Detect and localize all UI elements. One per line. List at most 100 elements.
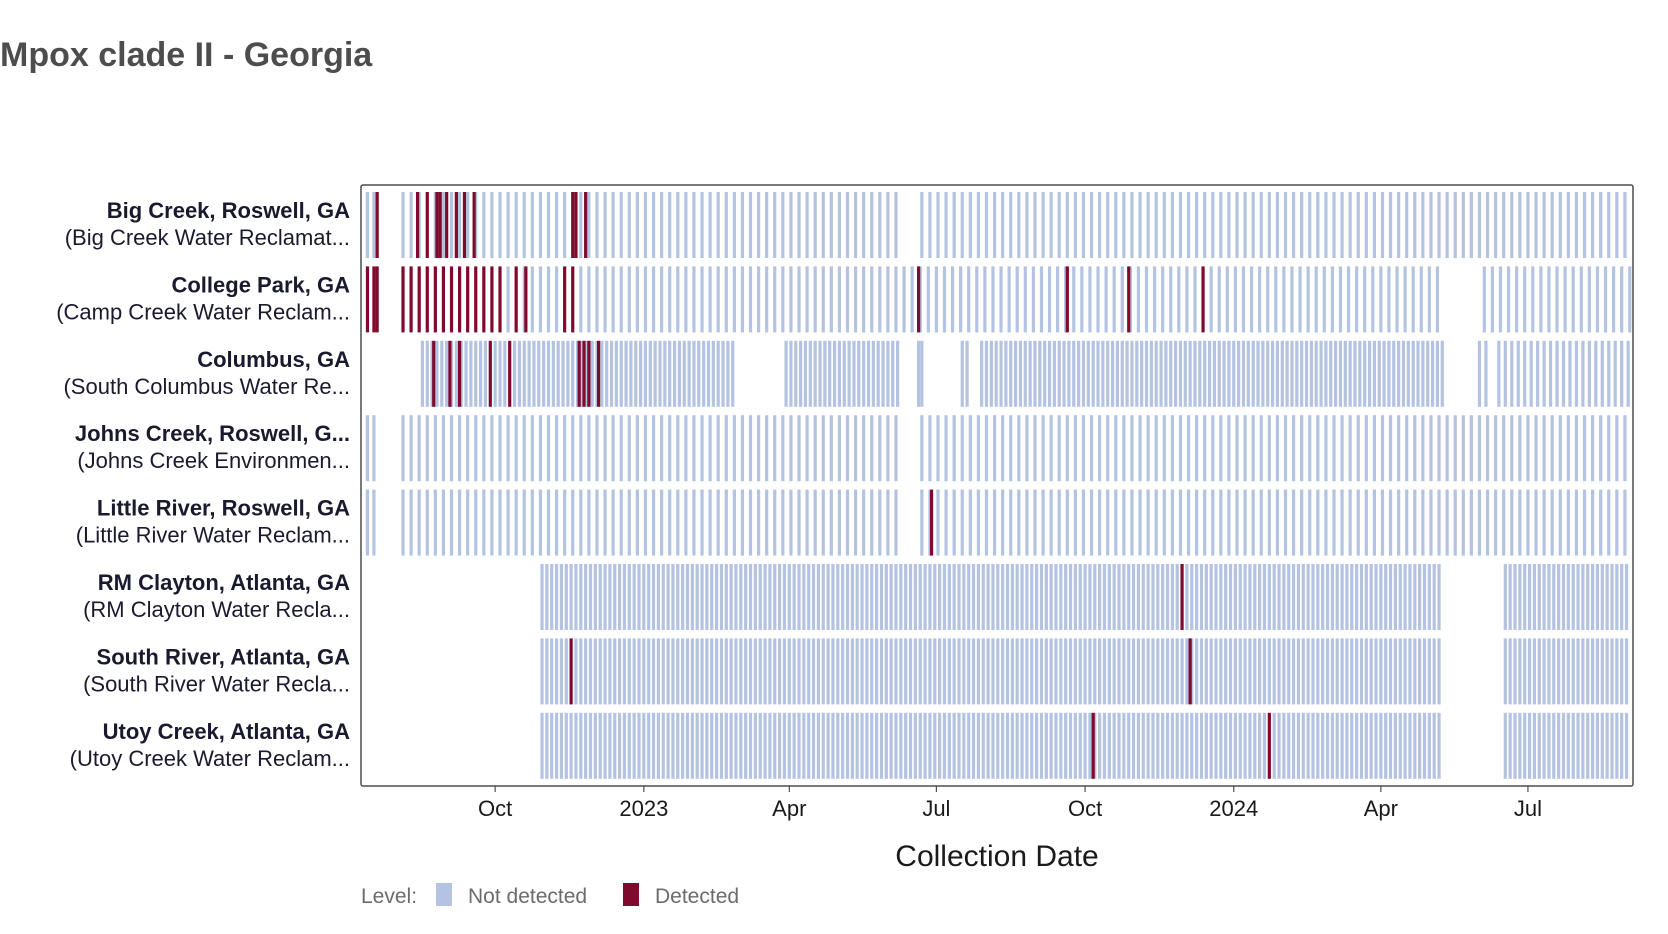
- not-detected-mark: [1258, 564, 1262, 630]
- not-detected-mark: [1510, 192, 1514, 258]
- not-detected-mark: [433, 489, 437, 556]
- not-detected-mark: [1422, 712, 1427, 779]
- not-detected-mark: [1600, 712, 1604, 779]
- not-detected-mark: [1009, 192, 1013, 258]
- not-detected-mark: [1287, 638, 1291, 705]
- not-detected-mark: [1089, 489, 1094, 556]
- not-detected-mark: [1241, 266, 1246, 333]
- not-detected-mark: [1044, 712, 1048, 779]
- not-detected-mark: [1397, 489, 1401, 556]
- not-detected-mark: [651, 266, 656, 333]
- not-detected-mark: [910, 266, 914, 333]
- not-detected-mark: [808, 340, 812, 407]
- not-detected-mark: [1219, 564, 1223, 630]
- not-detected-mark: [643, 192, 648, 258]
- x-tick-label: Apr: [772, 796, 806, 821]
- not-detected-mark: [1527, 712, 1532, 779]
- not-detected-mark: [1628, 266, 1632, 333]
- not-detected-mark: [1248, 712, 1252, 779]
- not-detected-mark: [1384, 564, 1388, 630]
- not-detected-mark: [611, 415, 615, 482]
- not-detected-mark: [1112, 266, 1116, 333]
- not-detected-mark: [1138, 415, 1142, 482]
- not-detected-mark: [805, 266, 809, 333]
- not-detected-mark: [1195, 564, 1199, 630]
- not-detected-mark: [564, 638, 568, 705]
- not-detected-mark: [1359, 564, 1364, 630]
- not-detected-mark: [933, 638, 937, 705]
- not-detected-mark: [1093, 564, 1097, 630]
- not-detected-mark: [1340, 638, 1344, 705]
- not-detected-mark: [627, 415, 631, 482]
- not-detected-mark: [1607, 340, 1611, 407]
- not-detected-mark: [984, 489, 989, 556]
- not-detected-mark: [1437, 712, 1441, 779]
- not-detected-mark: [632, 564, 636, 630]
- not-detected-mark: [789, 489, 793, 556]
- not-detected-mark: [1298, 266, 1302, 333]
- not-detected-mark: [1287, 712, 1291, 779]
- not-detected-mark: [1081, 489, 1086, 556]
- not-detected-mark: [938, 712, 942, 779]
- not-detected-mark: [765, 489, 769, 556]
- site-name-label: Big Creek, Roswell, GA: [107, 198, 350, 223]
- not-detected-mark: [1369, 638, 1373, 705]
- not-detected-mark: [677, 340, 681, 407]
- not-detected-mark: [550, 712, 554, 779]
- not-detected-mark: [923, 712, 927, 779]
- not-detected-mark: [1238, 638, 1242, 705]
- not-detected-mark: [1214, 564, 1218, 630]
- not-detected-mark: [878, 266, 882, 333]
- detected-mark: [490, 266, 494, 333]
- not-detected-mark: [710, 638, 714, 705]
- not-detected-mark: [996, 564, 1000, 630]
- not-detected-mark: [676, 192, 680, 258]
- not-detected-mark: [740, 266, 745, 333]
- not-detected-mark: [1356, 192, 1360, 258]
- not-detected-mark: [1114, 489, 1118, 556]
- not-detected-mark: [676, 415, 680, 482]
- not-detected-mark: [1527, 564, 1532, 630]
- not-detected-mark: [1277, 638, 1281, 705]
- not-detected-mark: [482, 489, 486, 556]
- not-detected-mark: [986, 712, 990, 779]
- not-detected-mark: [1453, 192, 1457, 258]
- not-detected-mark: [1393, 564, 1398, 630]
- not-detected-mark: [575, 340, 580, 407]
- not-detected-mark: [708, 415, 712, 482]
- not-detected-mark: [1018, 340, 1023, 407]
- not-detected-mark: [1518, 489, 1522, 556]
- not-detected-mark: [1243, 192, 1247, 258]
- not-detected-mark: [522, 340, 526, 407]
- not-detected-mark: [805, 415, 809, 482]
- not-detected-mark: [879, 564, 884, 630]
- not-detected-mark: [1044, 638, 1048, 705]
- not-detected-mark: [1379, 712, 1383, 779]
- not-detected-mark: [1574, 489, 1579, 556]
- not-detected-mark: [653, 340, 657, 407]
- not-detected-mark: [732, 489, 736, 556]
- not-detected-mark: [542, 340, 546, 407]
- not-detected-mark: [425, 489, 429, 556]
- not-detected-mark: [1030, 638, 1034, 705]
- not-detected-mark: [1558, 415, 1562, 482]
- not-detected-mark: [639, 340, 643, 407]
- not-detected-mark: [514, 415, 518, 482]
- not-detected-mark: [1175, 638, 1179, 705]
- not-detected-mark: [1581, 712, 1585, 779]
- detected-mark: [441, 266, 446, 333]
- not-detected-mark: [836, 638, 840, 705]
- not-detected-mark: [1515, 266, 1519, 333]
- not-detected-mark: [1033, 192, 1037, 258]
- detected-mark: [449, 266, 454, 333]
- not-detected-mark: [1364, 564, 1368, 630]
- detected-mark: [466, 266, 470, 333]
- not-detected-mark: [587, 192, 591, 258]
- not-detected-mark: [588, 638, 593, 705]
- not-detected-mark: [1321, 712, 1325, 779]
- not-detected-mark: [1005, 712, 1010, 779]
- not-detected-mark: [1243, 712, 1247, 779]
- not-detected-mark: [1089, 192, 1094, 258]
- not-detected-mark: [1364, 192, 1368, 258]
- not-detected-mark: [1574, 415, 1579, 482]
